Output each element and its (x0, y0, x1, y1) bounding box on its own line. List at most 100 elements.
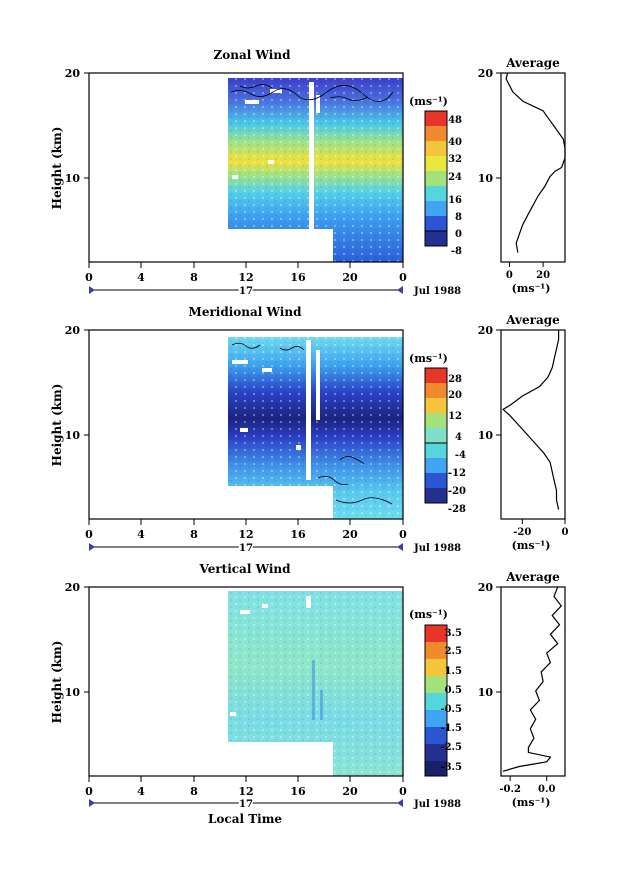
colorbar-tick: 48 (448, 115, 462, 126)
y-tick-label: 10 (65, 686, 81, 699)
date-label: Jul 1988 (413, 799, 461, 810)
data-gaps (232, 340, 320, 480)
colorbar (424, 624, 448, 777)
date-line (89, 543, 403, 551)
average-title: Average (505, 313, 560, 327)
zero-contours (231, 342, 393, 505)
x-tick-label: 0 (85, 528, 93, 541)
x-tick-label: 8 (190, 528, 198, 541)
colorbar (424, 110, 448, 247)
x-axis (88, 519, 404, 525)
x-tick-label: 0 (399, 271, 407, 284)
colorbar-tick: -1.5 (440, 723, 462, 734)
x-tick-label: 8 (190, 271, 198, 284)
colorbar-tick: -4 (455, 450, 466, 461)
colorbar-tick: 28 (448, 374, 462, 385)
average-x-tick-label: 0 (562, 527, 569, 538)
x-tick-label: 20 (342, 271, 358, 284)
y-tick-label: 10 (65, 429, 81, 442)
average-x-tick-label: 0.0 (538, 784, 555, 795)
date-marker: 17 (239, 799, 253, 810)
colorbar-tick: -12 (448, 468, 466, 479)
x-tick-label: 20 (342, 528, 358, 541)
y-axis (84, 72, 89, 179)
average-frame (500, 72, 566, 263)
colorbar-tick: -28 (448, 504, 466, 515)
panel-title: Vertical Wind (198, 562, 291, 576)
x-axis (88, 776, 404, 782)
date-line (89, 286, 403, 294)
date-label: Jul 1988 (413, 286, 461, 297)
x-tick-label: 8 (190, 785, 198, 798)
x-tick-label: 12 (238, 528, 253, 541)
x-tick-label: 20 (342, 785, 358, 798)
x-tick-label: 16 (290, 785, 306, 798)
average-profile-line (505, 72, 566, 253)
colorbar-tick: 2.5 (445, 646, 462, 657)
panel-title: Zonal Wind (214, 48, 292, 62)
colorbar-tick: 0.5 (445, 685, 462, 696)
colorbar (424, 367, 448, 504)
colorbar-tick: -0.5 (440, 704, 462, 715)
average-xlabel: (ms⁻¹) (512, 282, 551, 295)
y-tick-label: 20 (478, 67, 494, 80)
average-profile-line (502, 330, 560, 510)
x-tick-label: 12 (238, 785, 253, 798)
colorbar-tick: 40 (448, 137, 462, 148)
zero-contours (230, 84, 394, 102)
colorbar-tick: 32 (448, 154, 462, 165)
x-tick-label: 4 (137, 528, 145, 541)
downdraft-streaks (312, 660, 323, 720)
colorbar-tick: 24 (448, 172, 462, 183)
x-tick-label: 4 (137, 271, 145, 284)
colorbar-unit: (ms⁻¹) (409, 352, 448, 365)
date-marker: 17 (239, 543, 253, 554)
average-xlabel: (ms⁻¹) (512, 539, 551, 552)
average-x-tick-label: 20 (536, 270, 550, 281)
date-marker: 17 (239, 286, 253, 297)
y-tick-label: 10 (478, 686, 494, 699)
average-title: Average (505, 570, 560, 584)
x-tick-label: 0 (399, 528, 407, 541)
colorbar-tick: 20 (448, 390, 462, 401)
x-tick-label: 4 (137, 785, 145, 798)
x-tick-label: 0 (85, 785, 93, 798)
y-tick-label: 10 (478, 429, 494, 442)
colorbar-tick: -3.5 (440, 762, 462, 773)
average-frame (500, 586, 566, 777)
average-x-tick-label: 0 (506, 270, 513, 281)
average-frame (500, 329, 566, 520)
colorbar-unit: (ms⁻¹) (409, 95, 448, 108)
y-tick-label: 10 (478, 172, 494, 185)
average-profile-line (502, 586, 563, 772)
y-axis-label: Height (km) (50, 641, 64, 724)
colorbar-tick: 8 (455, 212, 462, 223)
colorbar-tick: 16 (448, 195, 462, 206)
colorbar-tick: -20 (448, 486, 466, 497)
date-label: Jul 1988 (413, 543, 461, 554)
x-tick-label: 12 (238, 271, 253, 284)
colorbar-tick: -8 (451, 246, 462, 257)
panel-vertical: Vertical Wind Height (km) 20 10 0 4 (50, 562, 566, 826)
data-gaps (232, 82, 320, 232)
x-tick-label: 16 (290, 271, 306, 284)
colorbar-unit: (ms⁻¹) (409, 608, 448, 621)
x-axis (88, 262, 404, 268)
panel-zonal: Zonal Wind Height (km) 20 10 (50, 48, 566, 299)
data-gaps (230, 596, 311, 716)
average-x-tick-label: -0.2 (499, 784, 521, 795)
colorbar-tick: 4 (455, 432, 462, 443)
colorbar-tick: 1.5 (445, 666, 462, 677)
colorbar-tick: 3.5 (445, 628, 462, 639)
y-axis-label: Height (km) (50, 384, 64, 467)
average-title: Average (505, 56, 560, 70)
colorbar-tick: 0 (455, 229, 462, 240)
x-axis-label: Local Time (208, 812, 282, 826)
y-axis-label: Height (km) (50, 127, 64, 210)
date-line (89, 799, 403, 807)
average-x-tick-label: -20 (513, 527, 531, 538)
panel-meridional: Meridional Wind Height (km) 20 10 (50, 305, 569, 556)
y-tick-label: 20 (65, 67, 81, 80)
x-tick-label: 16 (290, 528, 306, 541)
